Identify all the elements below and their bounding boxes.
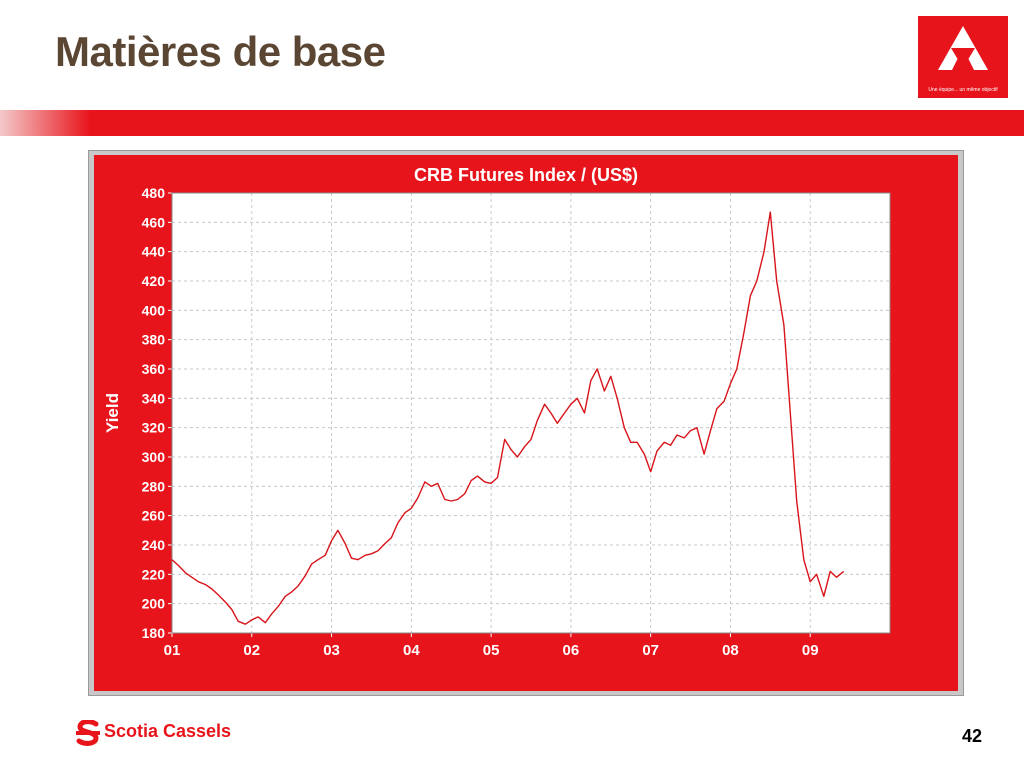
triangle-logo-icon (938, 26, 988, 70)
plot-area (172, 193, 890, 633)
y-tick-label: 420 (142, 273, 166, 289)
scotia-s-logo-icon (76, 720, 100, 746)
x-tick-label: 04 (403, 642, 420, 659)
y-tick-label: 180 (142, 625, 166, 641)
chart-frame: CRB Futures Index / (US$) 180 200 220 240 26… (88, 150, 964, 696)
plot-border (171, 192, 891, 634)
y-tick-label: 280 (142, 478, 166, 494)
x-tick-label: 06 (563, 642, 580, 659)
corner-logo: Une équipe... un même objectif (918, 16, 1008, 98)
y-tick-label: 380 (142, 332, 166, 348)
chart-panel: CRB Futures Index / (US$) 180 200 220 240 26… (94, 155, 958, 691)
footer-brand: Scotia Cassels (104, 721, 232, 741)
series-layer (171, 211, 845, 625)
y-axis-label: Yield (103, 393, 122, 433)
y-tick-label: 200 (142, 596, 166, 612)
x-tick-label: 08 (722, 642, 739, 659)
y-tick-label: 260 (142, 508, 166, 524)
y-tick-label: 460 (142, 214, 166, 230)
y-tick-label: 320 (142, 420, 166, 436)
y-tick-label: 220 (142, 566, 166, 582)
x-tick-label: 01 (164, 642, 181, 659)
grid-layer (172, 193, 890, 633)
y-tick-label: 360 (142, 361, 166, 377)
header-band (0, 110, 1024, 136)
chart-title: CRB Futures Index / (US$) (413, 165, 639, 185)
y-tick-label: 340 (142, 390, 166, 406)
logo-tagline: Une équipe... un même objectif (928, 87, 998, 93)
page-number: 42 (962, 726, 983, 746)
y-tick-label: 400 (142, 302, 166, 318)
y-tick-label: 440 (142, 244, 166, 260)
x-tick-label: 09 (802, 642, 819, 659)
x-tick-label: 03 (323, 642, 340, 659)
axis-layer: 180 200 220 240 260 280 300 320 340 360 380 400 420 4… (142, 185, 891, 659)
chart-svg: 180 200 220 240 260 280 300 320 340 360 380 400 420 4… (103, 185, 891, 659)
x-tick-label: 05 (483, 642, 500, 659)
y-tick-label: 480 (142, 185, 166, 201)
y-tick-label: 240 (142, 537, 166, 553)
x-tick-label: 02 (243, 642, 260, 659)
y-tick-label: 300 (142, 449, 166, 465)
x-tick-label: 07 (642, 642, 659, 659)
slide-title: Matières de base (55, 28, 386, 75)
series-line (171, 211, 845, 625)
